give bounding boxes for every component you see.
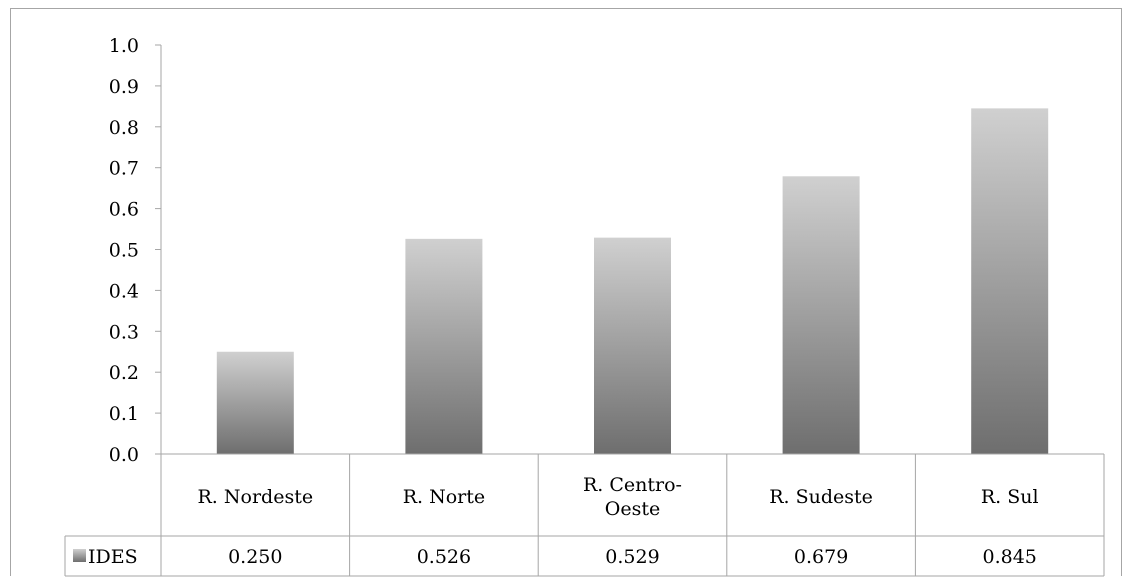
category-label: R. Sudeste: [769, 486, 873, 508]
category-label: R. Norte: [403, 486, 485, 508]
bar: [594, 237, 671, 454]
category-label: R. Nordeste: [198, 486, 314, 508]
y-tick-label: 0.1: [109, 403, 139, 425]
bar: [971, 108, 1049, 455]
data-value-label: 0.845: [982, 546, 1036, 568]
y-tick-label: 0.7: [109, 158, 139, 180]
y-tick-label: 0.4: [109, 280, 139, 302]
category-label: R. Centro-: [583, 474, 682, 496]
y-axis: 0.0 0.1 0.2 0.3 0.4 0.5 0.6 0.7 0.8 0.9 1.0: [109, 35, 162, 466]
y-tick-label: 0.3: [109, 321, 139, 343]
y-tick-label: 0.9: [109, 76, 139, 98]
bars: [216, 108, 1049, 455]
data-value-label: 0.250: [228, 546, 282, 568]
y-tick-label: 0.6: [109, 199, 139, 221]
legend-key: [73, 549, 86, 562]
y-tick-label: 0.0: [109, 444, 139, 466]
category-label: R. Sul: [981, 486, 1039, 508]
legend-series-name: IDES: [88, 546, 138, 568]
bar: [216, 351, 294, 454]
y-tick-label: 0.5: [109, 240, 139, 262]
data-value-label: 0.526: [417, 546, 471, 568]
y-tick-label: 0.8: [109, 117, 139, 139]
bar: [405, 238, 483, 454]
y-tick-label: 1.0: [109, 35, 139, 57]
bar: [782, 176, 860, 454]
data-value-label: 0.679: [794, 546, 848, 568]
data-value-label: 0.529: [605, 546, 659, 568]
data-table: R. Nordeste R. Norte R. Centro-Oeste R. Sud…: [64, 453, 1105, 577]
y-tick-label: 0.2: [109, 362, 139, 384]
category-label: Oeste: [605, 498, 660, 520]
chart-frame: [10, 8, 1122, 576]
